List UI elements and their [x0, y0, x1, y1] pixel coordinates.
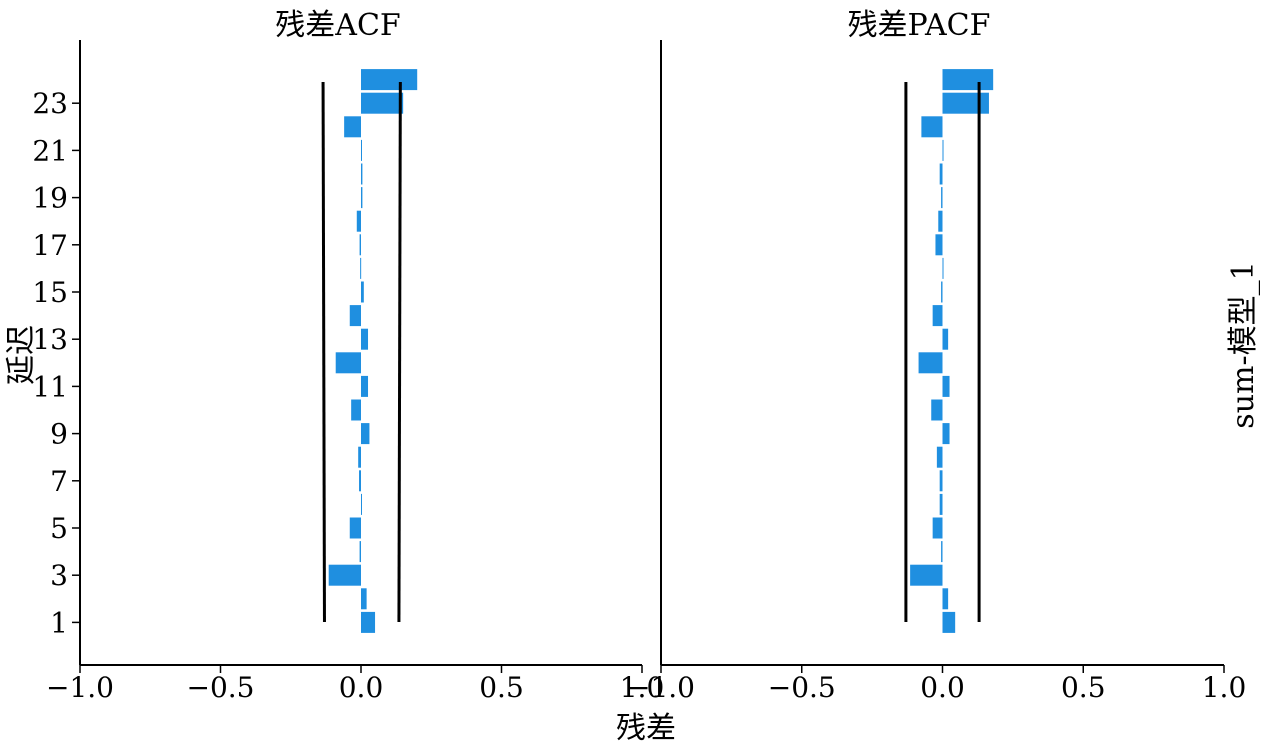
acf-x-tick-label: 0.0 — [339, 671, 384, 704]
pacf-x-tick-label: 0.5 — [1061, 671, 1106, 704]
y-tick-label: 3 — [50, 559, 68, 592]
pacf-bar-lag-17 — [935, 234, 943, 256]
acf-bar-lag-23 — [361, 92, 404, 114]
y-tick-label: 5 — [50, 512, 68, 545]
acf-bar-lag-5 — [349, 517, 361, 539]
pacf-bar-lag-22 — [921, 116, 943, 138]
pacf-x-tick-label: 0.0 — [920, 671, 965, 704]
pacf-bar-lag-2 — [942, 588, 949, 610]
y-tick-label: 1 — [50, 606, 68, 639]
pacf-bar-lag-12 — [918, 352, 943, 374]
pacf-x-tick-label: −0.5 — [768, 671, 836, 704]
y-tick-label: 21 — [32, 134, 68, 167]
acf-bar-lag-16 — [360, 257, 362, 279]
pacf-x-tick-label: −1.0 — [627, 671, 695, 704]
pacf-panel: 残差PACF — [660, 8, 1224, 666]
acf-panel: 残差ACF — [79, 8, 642, 666]
facet-label: sum-模型_1 — [1226, 261, 1261, 428]
acf-bar-lag-2 — [361, 588, 367, 610]
acf-bar-lag-21 — [361, 139, 362, 161]
acf-bar-lag-22 — [344, 116, 361, 138]
acf-bar-lag-8 — [358, 446, 361, 468]
pacf-bar-lag-13 — [942, 328, 949, 350]
pacf-bar-lag-16 — [942, 257, 944, 279]
pacf-bar-lag-5 — [932, 517, 943, 539]
acf-bar-lag-3 — [328, 564, 361, 586]
pacf-bar-lag-1 — [942, 611, 956, 633]
pacf-bar-lag-10 — [931, 399, 943, 421]
pacf-panel-title: 残差PACF — [848, 8, 991, 43]
acf-bar-lag-19 — [361, 187, 363, 209]
pacf-bar-lag-20 — [939, 163, 943, 185]
pacf-bar-lag-21 — [942, 139, 944, 161]
acf-bar-lag-1 — [361, 611, 376, 633]
pacf-x-tick-label: 1.0 — [1202, 671, 1247, 704]
pacf-bar-lag-18 — [938, 210, 943, 232]
acf-bar-lag-11 — [361, 375, 369, 397]
acf-lower-confidence-line — [321, 81, 326, 623]
pacf-bar-lag-11 — [942, 375, 950, 397]
acf-bar-lag-13 — [361, 328, 369, 350]
y-tick-label: 7 — [50, 465, 68, 498]
acf-bar-lag-20 — [361, 163, 363, 185]
pacf-bar-lag-9 — [942, 423, 950, 445]
pacf-bar-lag-19 — [941, 187, 943, 209]
acf-bar-lag-18 — [356, 210, 361, 232]
x-axis-title: 残差 — [616, 711, 676, 745]
y-tick-label: 13 — [32, 323, 68, 356]
acf-bar-lag-12 — [335, 352, 361, 374]
y-tick-label: 11 — [32, 370, 68, 403]
acf-bar-lag-15 — [361, 281, 364, 303]
acf-bar-lag-9 — [361, 423, 370, 445]
y-tick-label: 15 — [32, 276, 68, 309]
acf-x-tick-label: −1.0 — [46, 671, 114, 704]
acf-x-tick-label: −0.5 — [187, 671, 255, 704]
y-tick-label: 9 — [50, 418, 68, 451]
y-tick-label: 17 — [32, 229, 68, 262]
acf-bar-lag-17 — [359, 234, 361, 256]
pacf-bar-lag-7 — [939, 470, 943, 492]
pacf-bar-lag-8 — [936, 446, 943, 468]
pacf-bar-lag-23 — [942, 92, 989, 114]
acf-panel-title: 残差ACF — [275, 8, 400, 43]
x-axis-ticks: −1.0 −0.5 0.0 0.5 1.0−1.0 −0.5 0.0 0.5 1.0 — [46, 665, 1246, 704]
acf-bar-lag-7 — [359, 470, 361, 492]
pacf-bar-lag-3 — [910, 564, 943, 586]
pacf-bar-lag-15 — [941, 281, 943, 303]
acf-bar-lag-6 — [361, 493, 362, 515]
pacf-bar-lag-24 — [942, 69, 994, 91]
pacf-bar-lag-6 — [939, 493, 943, 515]
y-tick-label: 19 — [32, 182, 68, 215]
acf-bar-lag-4 — [359, 541, 361, 563]
y-axis-title: 延迟 — [4, 325, 39, 385]
acf-x-tick-label: 1.0 — [620, 671, 665, 704]
y-tick-label: 23 — [32, 87, 68, 120]
acf-bar-lag-14 — [349, 305, 361, 327]
pacf-bar-lag-4 — [941, 541, 943, 563]
acf-bar-lag-10 — [351, 399, 361, 421]
acf-bar-lag-24 — [361, 69, 418, 91]
acf-upper-confidence-line — [397, 81, 402, 623]
acf-x-tick-label: 0.5 — [479, 671, 524, 704]
pacf-bar-lag-14 — [932, 305, 943, 327]
